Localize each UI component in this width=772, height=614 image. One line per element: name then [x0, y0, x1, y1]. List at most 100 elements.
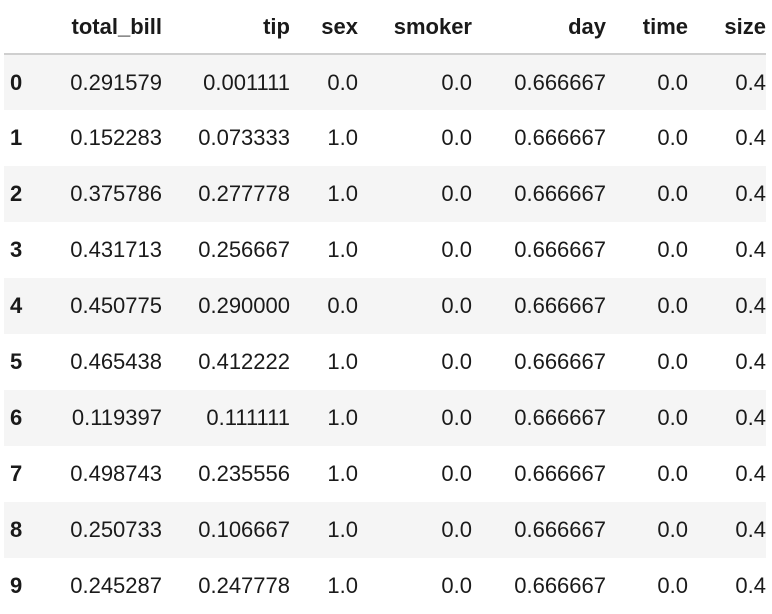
row-index: 9: [10, 573, 23, 598]
cell-sex: 1.0: [327, 349, 358, 374]
cell-smoker: 0.0: [441, 461, 472, 486]
cell-day: 0.666667: [514, 573, 606, 598]
cell-day: 0.666667: [514, 69, 606, 95]
table-row: 8 0.250733 0.106667 1.0 0.0 0.666667 0.0 0.4: [4, 502, 766, 558]
column-header-tip: tip: [162, 0, 290, 55]
cell-day: 0.666667: [514, 405, 606, 430]
cell-tip: 0.277778: [198, 181, 290, 206]
cell-sex: 1.0: [327, 573, 358, 598]
row-index: 3: [10, 237, 23, 262]
cell-tip: 0.073333: [198, 125, 290, 150]
cell-size: 0.4: [735, 293, 766, 318]
table-row: 9 0.245287 0.247778 1.0 0.0 0.666667 0.0 0.4: [4, 558, 766, 614]
dataframe-table: total_bill tip sex smoker day time size …: [4, 0, 766, 614]
cell-time: 0.0: [657, 517, 688, 542]
header-row: total_bill tip sex smoker day time size: [4, 0, 766, 55]
cell-tip: 0.290000: [198, 293, 290, 318]
cell-day: 0.666667: [514, 517, 606, 542]
cell-total-bill: 0.119397: [71, 405, 162, 430]
row-index: 7: [10, 461, 23, 486]
cell-smoker: 0.0: [441, 69, 472, 95]
cell-day: 0.666667: [514, 125, 606, 150]
table-row: 6 0.119397 0.111111 1.0 0.0 0.666667 0.0 0.4: [4, 390, 766, 446]
cell-time: 0.0: [657, 461, 688, 486]
cell-smoker: 0.0: [441, 349, 472, 374]
row-index: 0: [10, 69, 23, 95]
column-header-smoker: smoker: [358, 0, 472, 55]
cell-size: 0.4: [735, 69, 766, 95]
cell-day: 0.666667: [514, 181, 606, 206]
cell-total-bill: 0.498743: [70, 461, 162, 486]
column-header-sex: sex: [290, 0, 358, 55]
cell-size: 0.4: [735, 405, 766, 430]
column-header-total-bill: total_bill: [52, 0, 162, 55]
cell-time: 0.0: [657, 181, 688, 206]
cell-size: 0.4: [735, 517, 766, 542]
table-row: 5 0.465438 0.412222 1.0 0.0 0.666667 0.0 0.4: [4, 334, 766, 390]
column-header-time: time: [606, 0, 688, 55]
cell-total-bill: 0.465438: [70, 349, 162, 374]
cell-size: 0.4: [735, 461, 766, 486]
row-index: 5: [10, 349, 23, 374]
cell-size: 0.4: [735, 125, 766, 150]
cell-smoker: 0.0: [441, 517, 472, 542]
cell-smoker: 0.0: [441, 293, 472, 318]
cell-sex: 1.0: [327, 461, 358, 486]
cell-time: 0.0: [657, 405, 688, 430]
cell-time: 0.0: [657, 125, 688, 150]
cell-smoker: 0.0: [441, 573, 472, 598]
cell-day: 0.666667: [514, 349, 606, 374]
cell-smoker: 0.0: [441, 181, 472, 206]
cell-time: 0.0: [657, 293, 688, 318]
table-row: 1 0.152283 0.073333 1.0 0.0 0.666667 0.0 0.4: [4, 110, 766, 166]
row-index: 1: [10, 125, 23, 150]
index-header: [4, 0, 52, 55]
table-row: 4 0.450775 0.290000 0.0 0.0 0.666667 0.0 0.4: [4, 278, 766, 334]
column-header-size: size: [688, 0, 766, 55]
cell-sex: 0.0: [327, 69, 358, 95]
cell-smoker: 0.0: [441, 405, 472, 430]
table-row: 7 0.498743 0.235556 1.0 0.0 0.666667 0.0 0.4: [4, 446, 766, 502]
cell-sex: 1.0: [327, 237, 358, 262]
cell-smoker: 0.0: [441, 237, 472, 262]
table-header: total_bill tip sex smoker day time size: [4, 0, 766, 55]
cell-tip: 0.111111: [206, 405, 290, 430]
cell-tip: 0.001111: [203, 69, 290, 95]
cell-size: 0.4: [735, 573, 766, 598]
cell-tip: 0.247778: [198, 573, 290, 598]
cell-total-bill: 0.291579: [70, 69, 162, 95]
cell-tip: 0.256667: [198, 237, 290, 262]
cell-time: 0.0: [657, 69, 688, 95]
row-index: 4: [10, 293, 23, 318]
cell-total-bill: 0.375786: [70, 181, 162, 206]
cell-sex: 1.0: [327, 125, 358, 150]
cell-day: 0.666667: [514, 293, 606, 318]
cell-tip: 0.412222: [198, 349, 290, 374]
table-row: 2 0.375786 0.277778 1.0 0.0 0.666667 0.0 0.4: [4, 166, 766, 222]
cell-tip: 0.106667: [198, 517, 290, 542]
cell-total-bill: 0.450775: [70, 293, 162, 318]
cell-sex: 0.0: [327, 293, 358, 318]
cell-day: 0.666667: [514, 237, 606, 262]
cell-sex: 1.0: [327, 405, 358, 430]
cell-size: 0.4: [735, 181, 766, 206]
row-index: 2: [10, 181, 23, 206]
cell-size: 0.4: [735, 349, 766, 374]
table-body: 0 0.291579 0.001111 0.0 0.0 0.666667 0.0 0.4 1 0.…: [4, 54, 766, 614]
table-row: 0 0.291579 0.001111 0.0 0.0 0.666667 0.0 0.4: [4, 54, 766, 110]
row-index: 8: [10, 517, 23, 542]
column-header-day: day: [472, 0, 606, 55]
cell-sex: 1.0: [327, 181, 358, 206]
cell-time: 0.0: [657, 573, 688, 598]
cell-total-bill: 0.245287: [70, 573, 162, 598]
cell-tip: 0.235556: [198, 461, 290, 486]
row-index: 6: [10, 405, 23, 430]
cell-smoker: 0.0: [441, 125, 472, 150]
cell-size: 0.4: [735, 237, 766, 262]
cell-time: 0.0: [657, 237, 688, 262]
cell-total-bill: 0.250733: [70, 517, 162, 542]
cell-total-bill: 0.152283: [70, 125, 162, 150]
table-row: 3 0.431713 0.256667 1.0 0.0 0.666667 0.0 0.4: [4, 222, 766, 278]
cell-time: 0.0: [657, 349, 688, 374]
